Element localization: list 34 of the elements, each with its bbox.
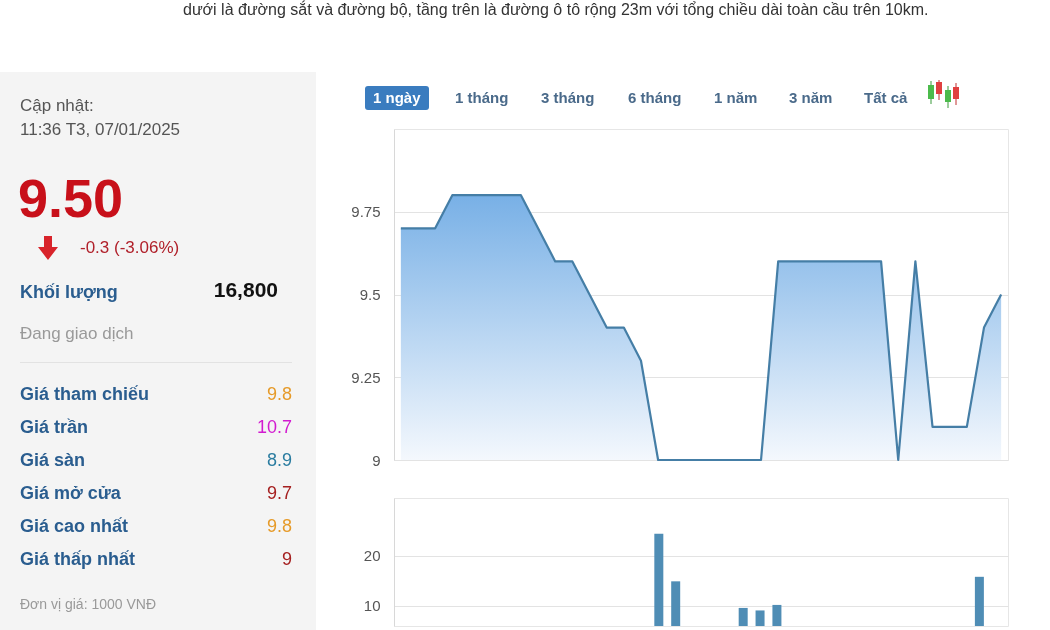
text: 1 ngày [365, 86, 429, 110]
text: -0.3 (-3.06%) [80, 238, 180, 258]
y-tick-label: 10 [363, 597, 381, 615]
text: 9.50 [18, 167, 124, 229]
text: 9.8 [266, 384, 292, 405]
text: 9 [281, 549, 292, 570]
text: Tất cả [863, 88, 909, 108]
text: Cập nhật: [20, 96, 94, 116]
text: 1 tháng [454, 88, 510, 108]
text: Giá tham chiếu [20, 384, 150, 405]
text: Giá thấp nhất [20, 549, 136, 570]
text: dưới là đường sắt và đường bộ, tầng trên là đường ô tô rộng 23m với tổng chiều dài toàn cầu trên 10km. [183, 0, 930, 20]
text: 10.7 [256, 417, 292, 438]
text: Khối lượng [20, 282, 118, 303]
text: 16,800 [213, 278, 278, 302]
text: Giá sàn [20, 450, 86, 471]
text: Đơn vị giá: 1000 VNĐ [20, 596, 157, 612]
y-tick-label: 9.75 [351, 203, 381, 221]
text: 6 tháng [627, 88, 683, 108]
text: Giá trần [20, 417, 89, 438]
text: 1 năm [713, 88, 759, 108]
text: Giá cao nhất [20, 516, 129, 537]
text: 11:36 T3, 07/01/2025 [20, 120, 181, 140]
y-tick-label: 9.25 [351, 368, 381, 386]
y-tick-label: 9 [372, 451, 381, 469]
text: Giá mở cửa [20, 483, 121, 504]
text: 3 tháng [540, 88, 596, 108]
text: Đang giao dịch [20, 324, 134, 344]
text: 8.9 [266, 450, 292, 471]
text: 9.7 [266, 483, 292, 504]
y-tick-label: 20 [363, 547, 381, 565]
text: 3 năm [788, 88, 834, 108]
text: 9.8 [266, 516, 292, 537]
y-tick-label: 9.5 [359, 286, 381, 303]
